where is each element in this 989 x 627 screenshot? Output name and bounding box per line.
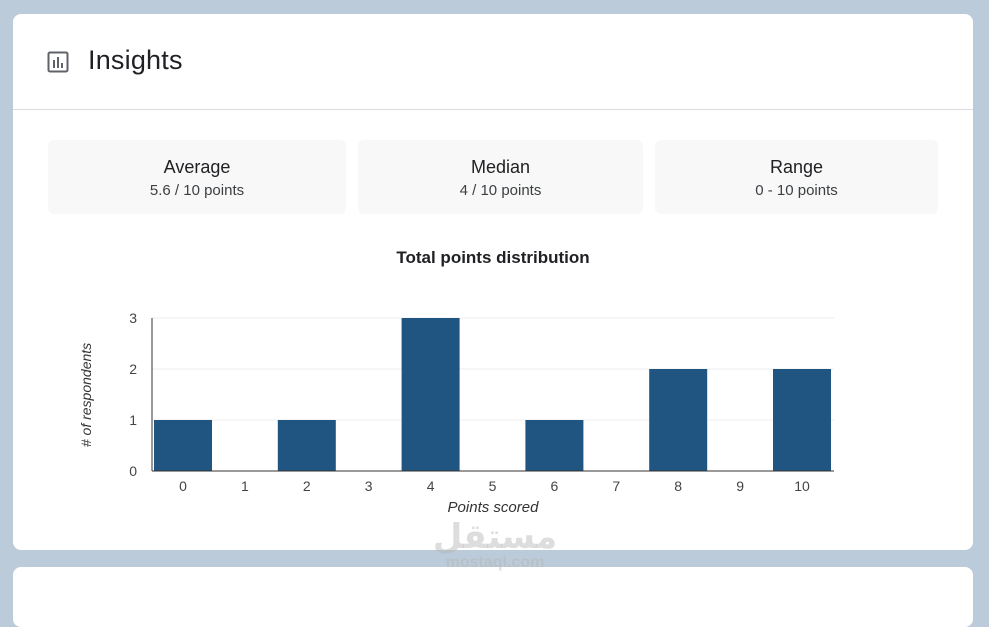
average-value: 5.6 / 10 points <box>149 182 245 199</box>
watermark-arabic: مستقل <box>432 518 558 556</box>
median-value: 4 / 10 points <box>459 182 542 199</box>
bar <box>154 420 212 471</box>
y-axis-label: # of respondents <box>78 343 94 447</box>
x-tick-label: 9 <box>736 478 744 494</box>
x-tick-label: 2 <box>303 478 311 494</box>
chart-title: Total points distribution <box>396 248 590 267</box>
bar <box>401 318 460 471</box>
x-axis-label: Points scored <box>448 499 540 516</box>
points-distribution-chart: 0 1 2 3 0 1 2 3 4 5 6 7 8 9 10 Points scored # of respon… <box>78 310 834 516</box>
bar <box>525 420 584 471</box>
bar <box>649 369 708 471</box>
x-tick-label: 7 <box>612 478 620 494</box>
page-title: Insights <box>88 45 183 75</box>
y-tick-label: 2 <box>129 361 137 377</box>
x-tick-label: 4 <box>427 478 435 494</box>
insights-header: Insights <box>13 14 973 110</box>
range-stat: Range 0 - 10 points <box>655 140 938 214</box>
range-label: Range <box>769 157 824 177</box>
bar-chart-icon <box>47 51 69 73</box>
x-tick-label: 1 <box>241 478 249 494</box>
y-tick-label: 1 <box>129 412 137 428</box>
x-tick-label: 0 <box>179 478 187 494</box>
average-label: Average <box>163 157 231 177</box>
watermark: مستقل mostaql.com <box>420 520 570 572</box>
watermark-latin: mostaql.com <box>445 554 545 571</box>
range-value: 0 - 10 points <box>755 182 838 199</box>
y-tick-label: 3 <box>129 310 137 326</box>
x-tick-label: 8 <box>674 478 682 494</box>
x-tick-label: 10 <box>794 478 810 494</box>
median-stat: Median 4 / 10 points <box>358 140 643 214</box>
average-stat: Average 5.6 / 10 points <box>48 140 346 214</box>
median-label: Median <box>470 157 531 177</box>
x-tick-label: 3 <box>365 478 373 494</box>
bar <box>773 369 831 471</box>
insights-card: Insights Average 5.6 / 10 points Median … <box>13 14 973 550</box>
y-tick-label: 0 <box>129 463 137 479</box>
bar <box>277 420 336 471</box>
x-tick-label: 5 <box>489 478 497 494</box>
next-card <box>13 567 973 627</box>
x-tick-label: 6 <box>551 478 559 494</box>
